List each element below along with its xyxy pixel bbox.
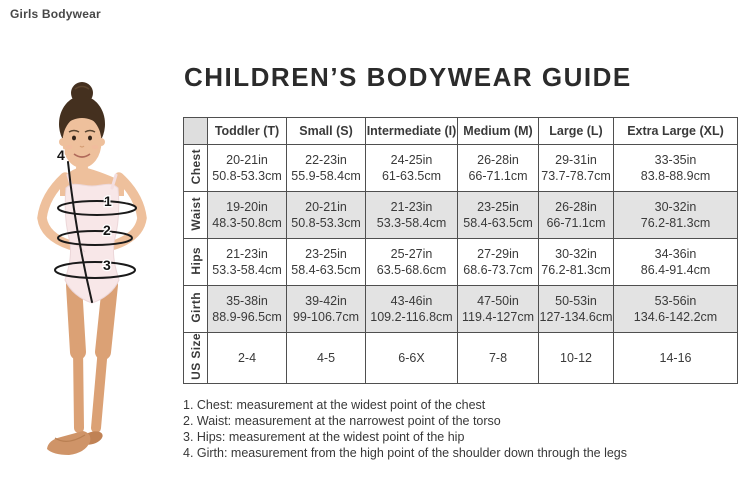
hips-small-cell: 23-25in 58.4-63.5cm xyxy=(286,238,366,286)
chest-extra-large-cell: 33-35in 83.8-88.9cm xyxy=(613,144,738,192)
us-size-medium-cell: 7-8 xyxy=(457,332,539,384)
chest-line xyxy=(57,200,137,216)
column-header-medium: Medium (M) xyxy=(457,117,539,145)
us-size-intermediate-cell: 6-6X xyxy=(365,332,458,384)
model-photo: 1 2 3 4 xyxy=(25,80,195,480)
size-table-header-row: Toddler (T) Small (S) Intermediate (I) M… xyxy=(183,117,738,145)
table-row-girth: Girth 35-38in 88.9-96.5cm 39-42in 99-106.7… xyxy=(183,285,738,333)
page-title: CHILDREN’S BODYWEAR GUIDE xyxy=(184,62,632,92)
breadcrumb: Girls Bodywear xyxy=(10,7,101,21)
note-waist: 2. Waist: measurement at the narrowest p… xyxy=(183,414,501,428)
row-label-girth: Girth xyxy=(183,285,208,333)
us-size-small-cell: 4-5 xyxy=(286,332,366,384)
girl-figure-illustration: 1 2 3 4 xyxy=(37,82,147,455)
waist-extra-large-cell: 30-32in 76.2-81.3cm xyxy=(613,191,738,239)
table-row-waist: Waist 19-20in 48.3-50.8cm 20-21in 50.8-53.… xyxy=(183,191,738,239)
hips-intermediate-cell: 25-27in 63.5-68.6cm xyxy=(365,238,458,286)
table-row-us-size: US Size 2-4 4-5 6-6X 7-8 10-12 14-16 xyxy=(183,332,738,384)
girl-face xyxy=(59,111,105,168)
size-table: Toddler (T) Small (S) Intermediate (I) M… xyxy=(183,117,738,384)
column-header-extra-large: Extra Large (XL) xyxy=(613,117,738,145)
waist-toddler-cell: 19-20in 48.3-50.8cm xyxy=(207,191,287,239)
girth-number: 4 xyxy=(57,147,65,163)
girth-extra-large-cell: 53-56in 134.6-142.2cm xyxy=(613,285,738,333)
chest-medium-cell: 26-28in 66-71.1cm xyxy=(457,144,539,192)
hips-extra-large-cell: 34-36in 86.4-91.4cm xyxy=(613,238,738,286)
row-label-chest: Chest xyxy=(183,144,208,192)
waist-line xyxy=(57,230,133,246)
table-row-chest: Chest 20-21in 50.8-53.3cm 22-23in 55.9-58.… xyxy=(183,144,738,192)
hips-line xyxy=(54,261,136,279)
table-row-hips: Hips 21-23in 53.3-58.4cm 23-25in 58.4-63.5… xyxy=(183,238,738,286)
us-size-large-cell: 10-12 xyxy=(538,332,614,384)
chest-intermediate-cell: 24-25in 61-63.5cm xyxy=(365,144,458,192)
note-girth: 4. Girth: measurement from the high poin… xyxy=(183,446,628,460)
girth-large-cell: 50-53in 127-134.6cm xyxy=(538,285,614,333)
hips-number: 3 xyxy=(103,257,111,273)
hips-large-cell: 30-32in 76.2-81.3cm xyxy=(538,238,614,286)
column-header-toddler: Toddler (T) xyxy=(207,117,287,145)
waist-intermediate-cell: 21-23in 53.3-58.4cm xyxy=(365,191,458,239)
us-size-extra-large-cell: 14-16 xyxy=(613,332,738,384)
table-corner-cell xyxy=(183,117,208,145)
waist-number: 2 xyxy=(103,222,111,238)
waist-large-cell: 26-28in 66-71.1cm xyxy=(538,191,614,239)
column-header-large: Large (L) xyxy=(538,117,614,145)
column-header-intermediate: Intermediate (I) xyxy=(365,117,458,145)
chest-small-cell: 22-23in 55.9-58.4cm xyxy=(286,144,366,192)
chest-toddler-cell: 20-21in 50.8-53.3cm xyxy=(207,144,287,192)
measurement-numbers: 1 2 3 4 xyxy=(56,146,114,275)
note-chest: 1. Chest: measurement at the widest poin… xyxy=(183,398,486,412)
girth-intermediate-cell: 43-46in 109.2-116.8cm xyxy=(365,285,458,333)
row-label-hips: Hips xyxy=(183,238,208,286)
measurement-notes: 1. Chest: measurement at the widest poin… xyxy=(183,397,627,461)
waist-small-cell: 20-21in 50.8-53.3cm xyxy=(286,191,366,239)
row-label-waist: Waist xyxy=(183,191,208,239)
measurement-marks xyxy=(54,161,137,303)
us-size-toddler-cell: 2-4 xyxy=(207,332,287,384)
ballet-slippers xyxy=(47,431,103,455)
chest-large-cell: 29-31in 73.7-78.7cm xyxy=(538,144,614,192)
hips-medium-cell: 27-29in 68.6-73.7cm xyxy=(457,238,539,286)
row-label-us-size: US Size xyxy=(183,332,208,384)
hips-toddler-cell: 21-23in 53.3-58.4cm xyxy=(207,238,287,286)
column-header-small: Small (S) xyxy=(286,117,366,145)
girl-legs-tights xyxy=(47,277,118,455)
chest-number: 1 xyxy=(104,193,112,209)
girth-toddler-cell: 35-38in 88.9-96.5cm xyxy=(207,285,287,333)
note-hips: 3. Hips: measurement at the widest point… xyxy=(183,430,465,444)
waist-medium-cell: 23-25in 58.4-63.5cm xyxy=(457,191,539,239)
girth-small-cell: 39-42in 99-106.7cm xyxy=(286,285,366,333)
girth-medium-cell: 47-50in 119.4-127cm xyxy=(457,285,539,333)
